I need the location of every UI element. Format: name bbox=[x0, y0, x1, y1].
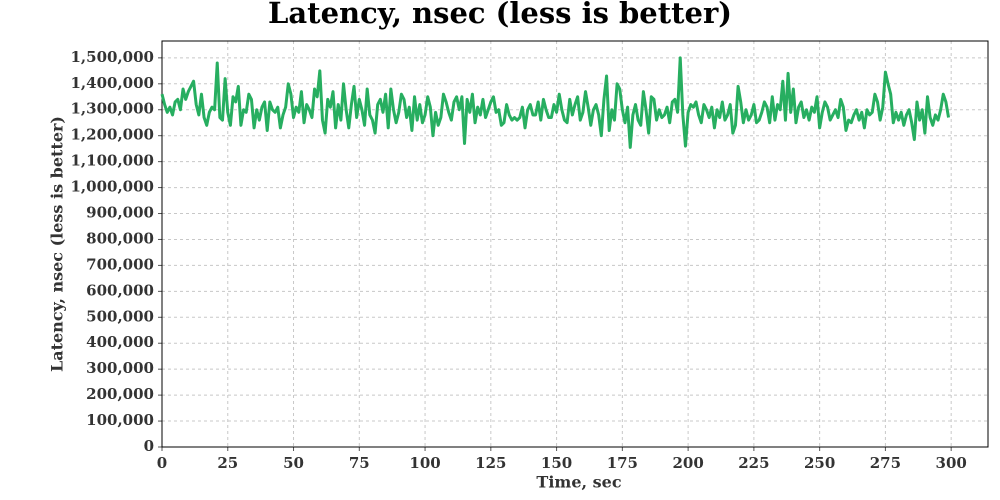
y-tick-label: 1,000,000 bbox=[70, 178, 154, 196]
y-tick-label: 100,000 bbox=[86, 411, 154, 429]
x-tick-label: 225 bbox=[738, 454, 769, 472]
y-tick-label: 1,500,000 bbox=[70, 48, 154, 66]
y-tick-label: 1,200,000 bbox=[70, 126, 154, 144]
y-tick-label: 500,000 bbox=[86, 307, 154, 325]
x-tick-label: 75 bbox=[349, 454, 370, 472]
y-tick-label: 1,100,000 bbox=[70, 152, 154, 170]
y-tick-label: 900,000 bbox=[86, 204, 154, 222]
x-tick-label: 100 bbox=[409, 454, 440, 472]
x-tick-label: 250 bbox=[804, 454, 835, 472]
y-tick-label: 1,300,000 bbox=[70, 100, 154, 118]
x-tick-label: 175 bbox=[607, 454, 638, 472]
y-tick-label: 700,000 bbox=[86, 255, 154, 273]
y-tick-label: 400,000 bbox=[86, 333, 154, 351]
plot-frame bbox=[161, 40, 989, 448]
x-tick-label: 0 bbox=[157, 454, 167, 472]
y-tick-label: 600,000 bbox=[86, 281, 154, 299]
x-tick-label: 275 bbox=[870, 454, 901, 472]
y-tick-label: 300,000 bbox=[86, 359, 154, 377]
x-tick-label: 25 bbox=[217, 454, 238, 472]
x-axis-label: Time, sec bbox=[536, 473, 621, 492]
y-tick-label: 200,000 bbox=[86, 385, 154, 403]
y-tick-label: 800,000 bbox=[86, 229, 154, 247]
x-tick-label: 300 bbox=[936, 454, 967, 472]
y-tick-label: 0 bbox=[144, 437, 154, 455]
line-series bbox=[160, 56, 951, 149]
x-tick-label: 125 bbox=[475, 454, 506, 472]
y-axis-label: Latency, nsec (less is better) bbox=[48, 116, 67, 372]
x-tick-label: 50 bbox=[283, 454, 304, 472]
x-tick-label: 200 bbox=[672, 454, 703, 472]
y-tick-label: 1,400,000 bbox=[70, 74, 154, 92]
chart-title: Latency, nsec (less is better) bbox=[268, 0, 732, 30]
x-tick-label: 150 bbox=[541, 454, 572, 472]
